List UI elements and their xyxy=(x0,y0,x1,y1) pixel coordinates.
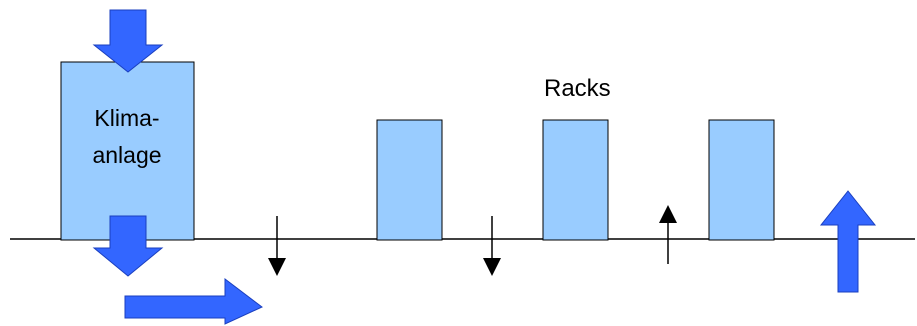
outflow-arrow-down-icon xyxy=(92,215,164,277)
small-arrow-down-2-icon xyxy=(483,216,501,276)
rack-box-3 xyxy=(708,119,775,241)
rack-box-2 xyxy=(542,119,609,241)
small-arrow-up-icon xyxy=(659,205,677,264)
rack-box-1 xyxy=(376,119,443,241)
racks-label: Racks xyxy=(544,75,611,102)
small-arrow-down-1-icon xyxy=(268,216,286,276)
intake-arrow-down-icon xyxy=(92,9,164,73)
klimaanlage-label-line2: anlage xyxy=(92,142,161,168)
klimaanlage-label-line1: Klima- xyxy=(94,105,159,131)
return-arrow-up-icon xyxy=(819,190,877,293)
floor-flow-arrow-right-icon xyxy=(124,277,263,325)
